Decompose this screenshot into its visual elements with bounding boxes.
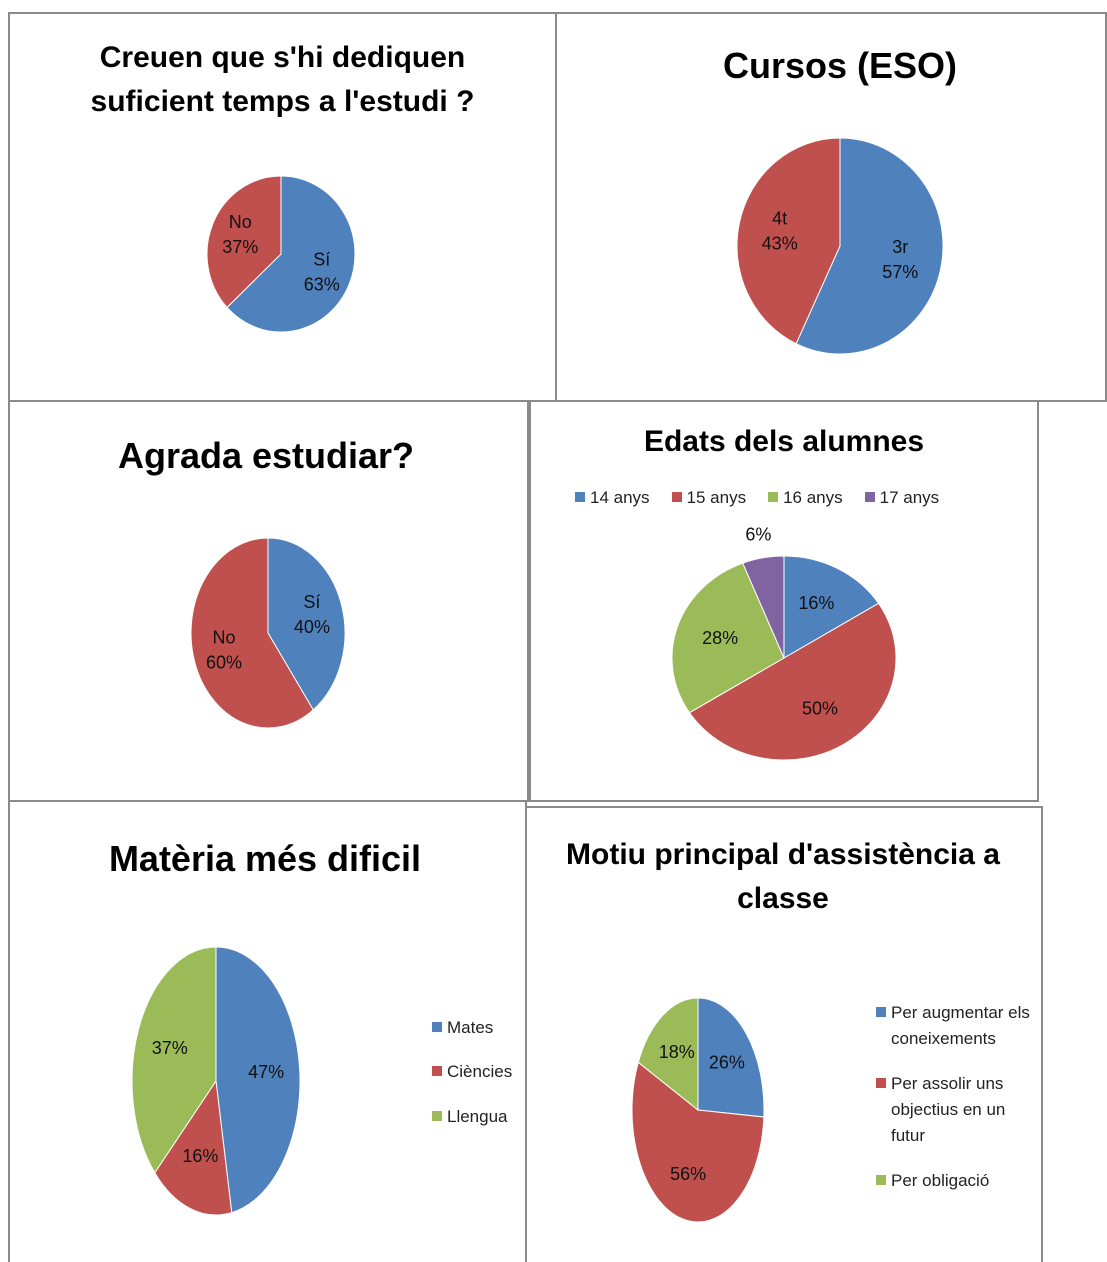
legend-item: 16 anys	[768, 485, 843, 511]
slice-category: Sí	[313, 249, 330, 269]
legend-label: Llengua	[447, 1106, 508, 1126]
pie-slice	[742, 555, 785, 659]
slice-label: 50%	[802, 698, 838, 718]
legend-item: 17 anys	[864, 485, 940, 511]
legend-item: Ciències	[432, 1059, 527, 1085]
legend-item: 15 anys	[671, 485, 747, 511]
slice-label: 16%	[798, 593, 834, 613]
slice-label: 26%	[709, 1053, 745, 1073]
chart-title: Creuen que s'hi dediquen suficient temps…	[90, 41, 475, 118]
pie-slice	[215, 946, 301, 1214]
slice-label: 6%	[745, 525, 771, 545]
pie-slice	[783, 555, 880, 659]
slice-category: No	[213, 627, 236, 647]
slice-label: 37%	[152, 1038, 188, 1058]
pie-slice	[795, 137, 944, 355]
slice-label: 40%	[294, 617, 330, 637]
slice-category: Sí	[303, 592, 320, 612]
chart-title: Agrada estudiar?	[117, 435, 415, 476]
chart-panel	[525, 806, 1043, 1262]
slice-label: 60%	[206, 652, 242, 672]
legend-item: Llengua	[432, 1104, 527, 1130]
slice-category: No	[229, 212, 252, 232]
legend-swatch	[768, 492, 779, 502]
chart-title: Matèria més dificil	[108, 838, 422, 879]
legend-label: Per augmentar els coneixements	[891, 1003, 1030, 1049]
pie-slice	[131, 946, 217, 1174]
legend-swatch	[876, 1077, 886, 1088]
chart-title: Motiu principal d'assistència a classe	[566, 838, 1000, 915]
legend-label: Ciències	[447, 1062, 513, 1082]
legend-label: 15 anys	[686, 488, 747, 507]
slice-label: 28%	[702, 628, 738, 648]
pie-slice	[637, 997, 699, 1112]
legend: Per augmentar els coneixements Per assoli…	[876, 1000, 1038, 1212]
legend-label: 14 anys	[590, 488, 650, 507]
pie-slice	[688, 602, 897, 761]
pie-slice	[267, 537, 346, 711]
slice-label: 63%	[304, 274, 340, 294]
pie-slice	[736, 137, 841, 345]
pie-slice	[154, 1079, 233, 1216]
legend-swatch	[432, 1066, 442, 1077]
legend-item: Per augmentar els coneixements	[876, 1000, 1038, 1053]
pie-slice	[226, 175, 356, 333]
legend-label: 17 anys	[879, 488, 940, 507]
slice-label: 43%	[762, 234, 798, 254]
legend-swatch	[575, 492, 585, 502]
legend-swatch	[876, 1174, 886, 1185]
legend: Mates Ciències Llengua	[432, 1015, 527, 1148]
legend-item: 14 anys	[575, 485, 650, 511]
slice-category: 4t	[772, 209, 787, 229]
pie-slice	[671, 562, 785, 714]
slice-label: 18%	[659, 1042, 695, 1062]
legend-swatch	[432, 1110, 442, 1121]
legend-label: Per obligació	[891, 1170, 990, 1190]
legend-swatch	[864, 492, 875, 502]
slice-category: 3r	[892, 237, 908, 257]
pie-slice	[697, 997, 765, 1118]
slice-label: 16%	[182, 1146, 218, 1166]
pie-slice	[190, 537, 314, 729]
slice-label: 37%	[222, 237, 258, 257]
legend-label: 16 anys	[783, 488, 843, 507]
legend-swatch	[671, 492, 682, 502]
slice-label: 47%	[248, 1062, 284, 1082]
pie-slice	[631, 1061, 765, 1223]
legend-item: Per obligació	[876, 1168, 1038, 1194]
chart-title: Edats dels alumnes	[643, 425, 925, 458]
legend-swatch	[876, 1007, 886, 1017]
chart-title: Cursos (ESO)	[722, 45, 958, 86]
legend-item: Mates	[432, 1015, 527, 1041]
legend-label: Mates	[447, 1018, 494, 1037]
legend-swatch	[432, 1022, 442, 1032]
legend-label: Per assolir uns objectius en un futur	[891, 1073, 1006, 1146]
legend-item: Per assolir uns objectius en un futur	[876, 1071, 1038, 1150]
slice-label: 56%	[670, 1164, 706, 1184]
slice-label: 57%	[882, 262, 918, 282]
legend: 14 anys 15 anys 16 anys 17 anys	[575, 485, 1015, 511]
pie-slice	[206, 175, 282, 309]
